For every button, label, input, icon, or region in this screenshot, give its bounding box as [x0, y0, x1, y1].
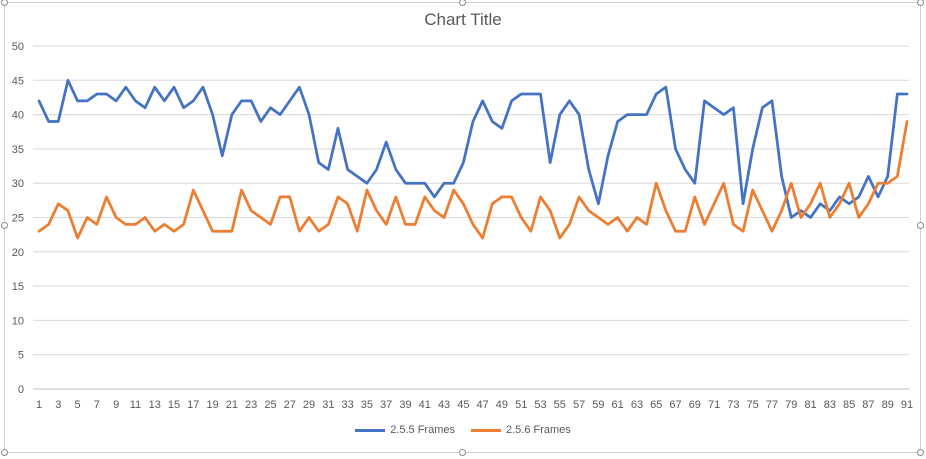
x-tick-label: 45 — [457, 399, 469, 411]
legend-swatch-series-2 — [471, 428, 501, 432]
resize-handle-bottom-right[interactable] — [917, 449, 924, 456]
x-tick-label: 57 — [573, 399, 585, 411]
x-tick-label: 49 — [496, 399, 508, 411]
y-tick-label: 10 — [12, 315, 24, 327]
resize-handle-top-center[interactable] — [459, 0, 466, 6]
x-tick-label: 75 — [747, 399, 759, 411]
resize-handle-middle-right[interactable] — [917, 222, 924, 229]
x-tick-label: 65 — [650, 399, 662, 411]
x-axis-tick-labels: 1 3 5 7 9 11 13 15 17 19 21 23 25 27 29 31 33 35 37 39 41 43 4… — [36, 399, 913, 411]
x-tick-label: 77 — [766, 399, 778, 411]
x-tick-label: 79 — [785, 399, 797, 411]
x-tick-label: 43 — [438, 399, 450, 411]
x-tick-label: 61 — [612, 399, 624, 411]
x-tick-label: 67 — [669, 399, 681, 411]
chart-area[interactable] — [4, 2, 921, 453]
x-tick-label: 35 — [361, 399, 373, 411]
y-tick-label: 15 — [12, 281, 24, 293]
x-tick-label: 59 — [592, 399, 604, 411]
x-tick-label: 13 — [149, 399, 161, 411]
x-tick-label: 85 — [843, 399, 855, 411]
x-tick-label: 41 — [419, 399, 431, 411]
series-line-2[interactable] — [37, 120, 909, 240]
x-tick-label: 23 — [245, 399, 257, 411]
x-tick-label: 73 — [727, 399, 739, 411]
x-tick-label: 37 — [380, 399, 392, 411]
x-tick-label: 19 — [206, 399, 218, 411]
x-tick-label: 15 — [168, 399, 180, 411]
x-tick-label: 71 — [708, 399, 720, 411]
x-tick-label: 31 — [322, 399, 334, 411]
x-tick-label: 51 — [515, 399, 527, 411]
x-tick-label: 47 — [477, 399, 489, 411]
legend-label-series-2: 2.5.6 Frames — [506, 424, 571, 436]
legend-item-series-1[interactable]: 2.5.5 Frames — [355, 424, 455, 436]
series-line-1[interactable] — [37, 78, 909, 219]
legend-item-series-2[interactable]: 2.5.6 Frames — [471, 424, 571, 436]
x-tick-label: 69 — [689, 399, 701, 411]
y-tick-label: 45 — [12, 75, 24, 87]
x-tick-label: 9 — [113, 399, 119, 411]
x-tick-label: 53 — [534, 399, 546, 411]
resize-handle-bottom-center[interactable] — [459, 449, 466, 456]
series-lines[interactable] — [37, 78, 909, 240]
resize-handle-top-right[interactable] — [917, 0, 924, 6]
x-tick-label: 63 — [631, 399, 643, 411]
y-tick-label: 25 — [12, 213, 24, 225]
x-tick-label: 29 — [303, 399, 315, 411]
x-tick-label: 87 — [862, 399, 874, 411]
x-tick-label: 39 — [399, 399, 411, 411]
chart-title[interactable]: Chart Title — [424, 10, 502, 29]
x-tick-label: 1 — [36, 399, 42, 411]
y-axis-tick-labels: 0 5 10 15 20 25 30 35 40 45 50 — [12, 41, 24, 396]
x-tick-label: 33 — [341, 399, 353, 411]
x-tick-label: 91 — [901, 399, 913, 411]
x-tick-label: 25 — [264, 399, 276, 411]
x-tick-label: 5 — [75, 399, 81, 411]
legend-swatch-series-1 — [355, 428, 386, 432]
x-tick-label: 55 — [554, 399, 566, 411]
y-tick-label: 20 — [12, 247, 24, 259]
resize-handle-bottom-left[interactable] — [1, 449, 8, 456]
y-tick-label: 30 — [12, 178, 24, 190]
x-tick-label: 11 — [130, 399, 141, 411]
legend[interactable]: 2.5.5 Frames 2.5.6 Frames — [0, 424, 926, 436]
y-tick-label: 5 — [18, 350, 24, 362]
y-tick-label: 50 — [12, 41, 24, 53]
gridlines — [33, 45, 909, 390]
y-tick-label: 0 — [18, 384, 24, 396]
legend-label-series-1: 2.5.5 Frames — [390, 424, 455, 436]
x-tick-label: 17 — [187, 399, 199, 411]
x-tick-label: 83 — [824, 399, 836, 411]
x-tick-label: 3 — [55, 399, 61, 411]
resize-handle-middle-left[interactable] — [1, 222, 8, 229]
x-tick-label: 89 — [882, 399, 894, 411]
x-tick-label: 21 — [226, 399, 238, 411]
resize-handle-top-left[interactable] — [1, 0, 8, 6]
x-tick-label: 27 — [284, 399, 296, 411]
y-tick-label: 35 — [12, 144, 24, 156]
y-tick-label: 40 — [12, 110, 24, 122]
x-tick-label: 7 — [94, 399, 100, 411]
x-tick-label: 81 — [804, 399, 816, 411]
